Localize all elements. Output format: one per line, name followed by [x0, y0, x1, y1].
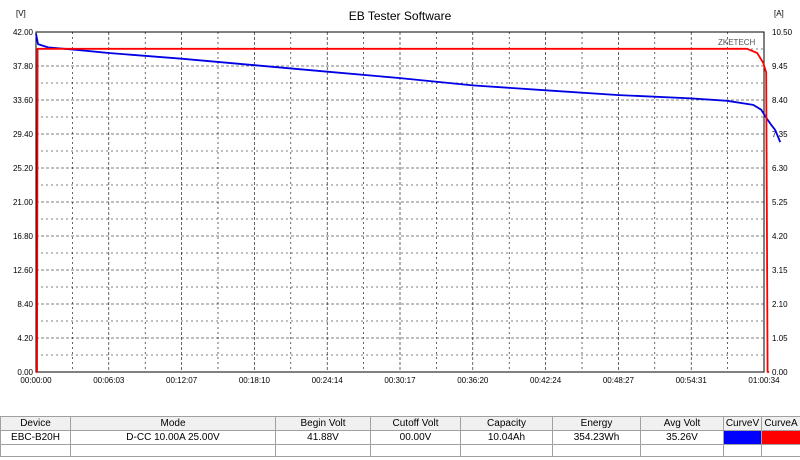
x-tick-label: 00:48:27: [603, 376, 635, 385]
header-device: Device: [0, 416, 71, 431]
cell-device: EBC-B20H: [0, 430, 71, 445]
x-tick-label: 00:00:00: [20, 376, 52, 385]
x-tick-label: 01:00:34: [748, 376, 780, 385]
y-left-tick-label: 33.60: [13, 96, 34, 105]
header-capacity: Capacity: [460, 416, 553, 431]
y-left-tick-label: 8.40: [17, 300, 33, 309]
y-right-tick-label: 7.35: [772, 130, 788, 139]
y-left-tick-label: 29.40: [13, 130, 34, 139]
y-right-tick-label: 10.50: [772, 28, 793, 37]
curve-a-color-swatch[interactable]: [761, 430, 800, 445]
x-tick-label: 00:06:03: [93, 376, 125, 385]
cell-mode: D-CC 10.00A 25.00V: [70, 430, 276, 445]
y-left-tick-label: 16.80: [13, 232, 34, 241]
series: [35, 33, 782, 373]
watermark-logo: ZKETECH: [718, 38, 756, 47]
y-left-tick-label: 4.20: [17, 334, 33, 343]
header-energy: Energy: [552, 416, 641, 431]
y-right-tick-label: 1.05: [772, 334, 788, 343]
cell-energy: 354.23Wh: [552, 430, 641, 445]
header-curve-a: CurveA: [761, 416, 800, 431]
y-right-tick-label: 4.20: [772, 232, 788, 241]
result-table: Device Mode Begin Volt Cutoff Volt Capac…: [0, 416, 800, 457]
y-left-tick-label: 12.60: [13, 266, 34, 275]
cell-begin-volt: 41.88V: [275, 430, 371, 445]
y-left-tick-label: 25.20: [13, 164, 34, 173]
y-left-tick-label: 21.00: [13, 198, 34, 207]
x-tick-label: 00:36:20: [457, 376, 489, 385]
y-right-tick-label: 5.25: [772, 198, 788, 207]
x-tick-label: 00:12:07: [166, 376, 198, 385]
curve-v-color-swatch[interactable]: [723, 430, 762, 445]
y-right-tick-label: 0.00: [772, 368, 788, 377]
current-series-line: [36, 47, 770, 373]
cell-cutoff-volt: 00.00V: [370, 430, 461, 445]
header-avg-volt: Avg Volt: [640, 416, 724, 431]
chart-title: EB Tester Software: [349, 9, 452, 23]
y-right-tick-label: 6.30: [772, 164, 788, 173]
y-right-tick-label: 9.45: [772, 62, 788, 71]
y-left-tick-label: 0.00: [17, 368, 33, 377]
left-axis-unit: [V]: [16, 9, 26, 18]
cell-capacity: 10.04Ah: [460, 430, 553, 445]
chart: EB Tester Software [V] [A] 0.00 4.20 8.40 1…: [13, 9, 793, 385]
y-left-tick-label: 42.00: [13, 28, 34, 37]
header-cutoff-volt: Cutoff Volt: [370, 416, 461, 431]
x-tick-label: 00:30:17: [384, 376, 416, 385]
table-header-row: Device Mode Begin Volt Cutoff Volt Capac…: [0, 416, 800, 431]
y-right-tick-label: 2.10: [772, 300, 788, 309]
header-mode: Mode: [70, 416, 276, 431]
right-axis-unit: [A]: [774, 9, 784, 18]
y-right-tick-label: 8.40: [772, 96, 788, 105]
y-right-tick-label: 3.15: [772, 266, 788, 275]
x-tick-label: 00:18:10: [239, 376, 271, 385]
cell-avg-volt: 35.26V: [640, 430, 724, 445]
voltage-series-line: [35, 33, 782, 143]
grid: [36, 32, 764, 372]
table-row[interactable]: EBC-B20H D-CC 10.00A 25.00V 41.88V 00.00…: [0, 430, 800, 445]
axis-ticks: 0.00 4.20 8.40 12.60 16.80 21.00 25.20 29.40 33.…: [13, 28, 793, 385]
y-left-tick-label: 37.80: [13, 62, 34, 71]
x-tick-label: 00:54:31: [676, 376, 708, 385]
header-curve-v: CurveV: [723, 416, 762, 431]
x-tick-label: 00:42:24: [530, 376, 562, 385]
header-begin-volt: Begin Volt: [275, 416, 371, 431]
x-tick-label: 00:24:14: [312, 376, 344, 385]
table-empty-row: [0, 444, 800, 457]
